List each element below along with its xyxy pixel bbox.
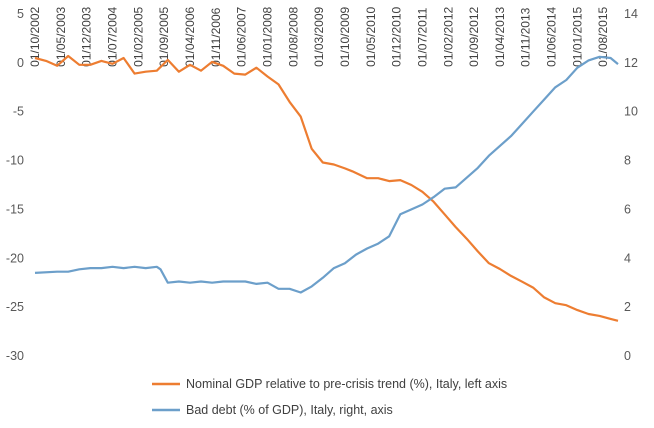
right-tick-label: 8 <box>624 154 631 168</box>
x-tick-label: 01/01/2015 <box>570 6 584 66</box>
x-tick-label: 01/08/2008 <box>286 6 300 66</box>
left-tick-label: -5 <box>13 105 24 119</box>
x-tick-label: 01/12/2010 <box>390 6 404 66</box>
series-line-bad-debt <box>34 55 619 294</box>
x-tick-label: 01/09/2012 <box>467 6 481 66</box>
x-tick-label: 01/07/2011 <box>415 7 429 66</box>
legend-label-bad-debt: Bad debt (% of GDP), Italy, right, axis <box>186 403 393 417</box>
x-tick-label: 01/09/2005 <box>157 6 171 66</box>
right-tick-label: 12 <box>624 56 638 70</box>
right-tick-label: 10 <box>624 105 638 119</box>
x-tick-label: 01/11/2006 <box>209 7 223 66</box>
legend-label-gdp: Nominal GDP relative to pre-crisis trend… <box>186 377 507 391</box>
left-tick-label: -30 <box>6 349 24 363</box>
left-tick-label: -15 <box>6 202 24 216</box>
legend: Nominal GDP relative to pre-crisis trend… <box>152 377 507 417</box>
right-tick-label: 2 <box>624 300 631 314</box>
right-tick-label: 6 <box>624 202 631 216</box>
x-tick-label: 01/07/2004 <box>105 6 119 66</box>
left-tick-label: 5 <box>17 7 24 21</box>
x-tick-label: 01/05/2003 <box>54 6 68 66</box>
x-tick-label: 01/05/2010 <box>364 6 378 66</box>
x-tick-label: 01/10/2009 <box>338 6 352 66</box>
x-tick-label: 01/04/2006 <box>183 6 197 66</box>
x-tick-label: 01/10/2002 <box>28 6 42 66</box>
x-tick-label: 01/03/2009 <box>312 6 326 66</box>
x-axis-ticks: 01/10/2002 01/05/2003 01/12/2003 01/07/2004… <box>28 6 610 66</box>
right-tick-label: 14 <box>624 7 638 21</box>
right-tick-label: 4 <box>624 251 631 265</box>
x-tick-label: 01/01/2008 <box>260 6 274 66</box>
series-lines <box>34 54 619 322</box>
left-tick-label: -20 <box>6 251 24 265</box>
legend-item-gdp: Nominal GDP relative to pre-crisis trend… <box>152 377 507 391</box>
right-tick-label: 0 <box>624 349 631 363</box>
left-tick-label: -10 <box>6 154 24 168</box>
left-tick-label: 0 <box>17 56 24 70</box>
x-tick-label: 01/12/2003 <box>80 6 94 66</box>
x-tick-label: 01/06/2014 <box>545 6 559 66</box>
x-tick-label: 01/02/2005 <box>131 6 145 66</box>
right-axis-ticks: 14 12 10 8 6 4 2 0 <box>624 7 638 363</box>
series-line-gdp <box>34 54 619 322</box>
legend-item-bad-debt: Bad debt (% of GDP), Italy, right, axis <box>152 403 393 417</box>
left-axis-ticks: 5 0 -5 -10 -15 -20 -25 -30 <box>6 7 24 363</box>
x-tick-label: 01/04/2013 <box>493 6 507 66</box>
left-tick-label: -25 <box>6 300 24 314</box>
x-tick-label: 01/06/2007 <box>235 6 249 66</box>
x-tick-label: 01/08/2015 <box>596 6 610 66</box>
x-tick-label: 01/11/2013 <box>519 7 533 66</box>
x-tick-label: 01/02/2012 <box>441 6 455 66</box>
